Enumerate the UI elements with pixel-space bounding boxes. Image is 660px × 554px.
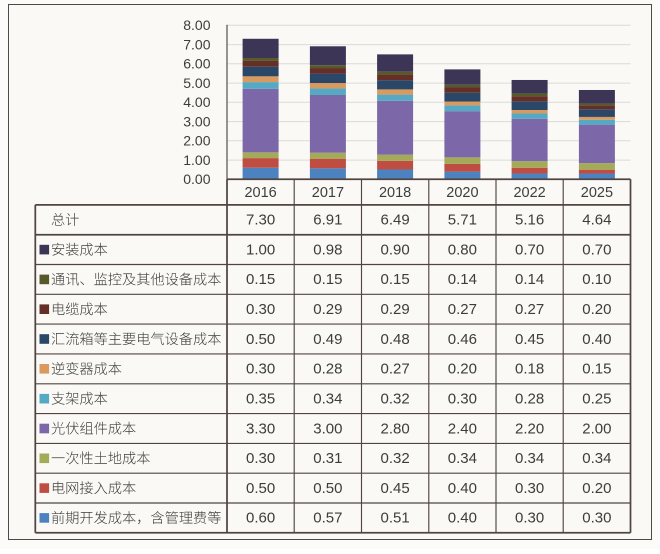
svg-text:0.18: 0.18 bbox=[515, 361, 544, 378]
svg-text:0.70: 0.70 bbox=[515, 241, 544, 258]
svg-text:0.46: 0.46 bbox=[448, 331, 477, 348]
svg-text:0.57: 0.57 bbox=[313, 510, 342, 527]
svg-text:0.30: 0.30 bbox=[448, 391, 477, 408]
svg-text:0.90: 0.90 bbox=[380, 241, 409, 258]
svg-text:0.49: 0.49 bbox=[313, 331, 342, 348]
svg-text:0.20: 0.20 bbox=[582, 480, 611, 497]
svg-text:0.25: 0.25 bbox=[582, 391, 611, 408]
svg-text:0.30: 0.30 bbox=[515, 480, 544, 497]
svg-text:0.27: 0.27 bbox=[448, 301, 477, 318]
svg-text:2016: 2016 bbox=[244, 185, 276, 201]
svg-text:2022: 2022 bbox=[513, 185, 545, 201]
svg-text:0.80: 0.80 bbox=[448, 241, 477, 258]
svg-text:0.29: 0.29 bbox=[380, 301, 409, 318]
svg-text:6.00: 6.00 bbox=[183, 56, 210, 72]
svg-text:0.48: 0.48 bbox=[380, 331, 409, 348]
svg-text:0.40: 0.40 bbox=[448, 510, 477, 527]
svg-text:2017: 2017 bbox=[312, 185, 344, 201]
svg-text:0.27: 0.27 bbox=[380, 361, 409, 378]
svg-text:0.15: 0.15 bbox=[582, 361, 611, 378]
svg-text:0.14: 0.14 bbox=[448, 271, 477, 288]
svg-text:1.00: 1.00 bbox=[246, 241, 275, 258]
svg-text:2025: 2025 bbox=[581, 185, 613, 201]
svg-text:3.00: 3.00 bbox=[183, 113, 210, 129]
svg-text:6.49: 6.49 bbox=[380, 212, 409, 229]
svg-text:0.45: 0.45 bbox=[380, 480, 409, 497]
svg-text:0.30: 0.30 bbox=[246, 301, 275, 318]
svg-text:0.40: 0.40 bbox=[448, 480, 477, 497]
svg-text:2018: 2018 bbox=[379, 185, 411, 201]
svg-text:7.30: 7.30 bbox=[246, 212, 275, 229]
svg-text:0.14: 0.14 bbox=[515, 271, 544, 288]
svg-text:0.30: 0.30 bbox=[515, 510, 544, 527]
svg-text:3.30: 3.30 bbox=[246, 420, 275, 437]
svg-text:0.45: 0.45 bbox=[515, 331, 544, 348]
svg-text:5.71: 5.71 bbox=[448, 212, 477, 229]
svg-text:0.15: 0.15 bbox=[246, 271, 275, 288]
svg-text:0.30: 0.30 bbox=[246, 450, 275, 467]
svg-text:2.20: 2.20 bbox=[515, 420, 544, 437]
svg-text:0.35: 0.35 bbox=[246, 391, 275, 408]
svg-text:0.51: 0.51 bbox=[380, 510, 409, 527]
svg-text:3.00: 3.00 bbox=[313, 420, 342, 437]
svg-text:0.50: 0.50 bbox=[246, 480, 275, 497]
svg-text:0.15: 0.15 bbox=[313, 271, 342, 288]
svg-text:7.00: 7.00 bbox=[183, 36, 210, 52]
svg-text:0.70: 0.70 bbox=[582, 241, 611, 258]
svg-text:0.34: 0.34 bbox=[313, 391, 342, 408]
svg-text:0.27: 0.27 bbox=[515, 301, 544, 318]
svg-text:0.28: 0.28 bbox=[313, 361, 342, 378]
svg-text:4.00: 4.00 bbox=[183, 94, 210, 110]
svg-text:0.50: 0.50 bbox=[246, 331, 275, 348]
svg-text:0.34: 0.34 bbox=[515, 450, 544, 467]
svg-text:6.91: 6.91 bbox=[313, 212, 342, 229]
svg-text:0.10: 0.10 bbox=[582, 271, 611, 288]
svg-text:0.60: 0.60 bbox=[246, 510, 275, 527]
svg-text:2.00: 2.00 bbox=[183, 133, 210, 149]
svg-text:2.80: 2.80 bbox=[380, 420, 409, 437]
svg-text:0.34: 0.34 bbox=[582, 450, 611, 467]
svg-text:0.29: 0.29 bbox=[313, 301, 342, 318]
svg-text:2.40: 2.40 bbox=[448, 420, 477, 437]
svg-text:0.00: 0.00 bbox=[183, 171, 210, 187]
svg-text:0.50: 0.50 bbox=[313, 480, 342, 497]
svg-text:0.20: 0.20 bbox=[582, 301, 611, 318]
svg-text:0.30: 0.30 bbox=[582, 510, 611, 527]
svg-text:0.40: 0.40 bbox=[582, 331, 611, 348]
svg-text:0.98: 0.98 bbox=[313, 241, 342, 258]
svg-text:5.16: 5.16 bbox=[515, 212, 544, 229]
svg-text:4.64: 4.64 bbox=[582, 212, 611, 229]
svg-text:0.30: 0.30 bbox=[246, 361, 275, 378]
svg-text:2020: 2020 bbox=[446, 185, 478, 201]
svg-text:2.00: 2.00 bbox=[582, 420, 611, 437]
svg-text:0.28: 0.28 bbox=[515, 391, 544, 408]
svg-text:5.00: 5.00 bbox=[183, 75, 210, 91]
svg-text:0.32: 0.32 bbox=[380, 391, 409, 408]
svg-text:8.00: 8.00 bbox=[183, 17, 210, 33]
svg-text:0.15: 0.15 bbox=[380, 271, 409, 288]
svg-text:0.20: 0.20 bbox=[448, 361, 477, 378]
svg-text:0.34: 0.34 bbox=[448, 450, 477, 467]
svg-text:1.00: 1.00 bbox=[183, 152, 210, 168]
svg-text:0.31: 0.31 bbox=[313, 450, 342, 467]
svg-text:0.32: 0.32 bbox=[380, 450, 409, 467]
